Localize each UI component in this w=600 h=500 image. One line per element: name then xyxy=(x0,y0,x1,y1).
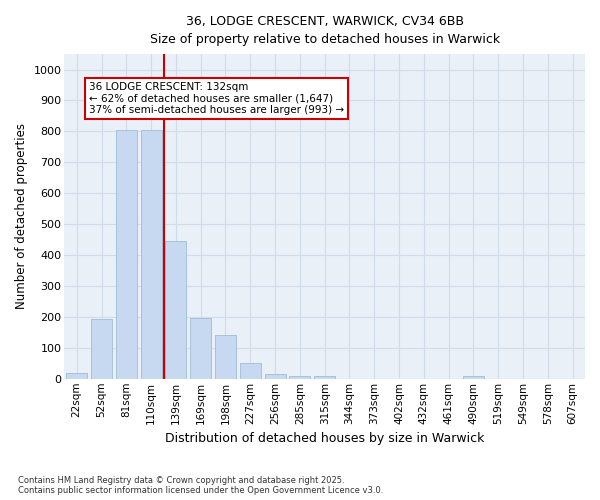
Bar xyxy=(91,319,112,379)
Bar xyxy=(240,364,261,379)
X-axis label: Distribution of detached houses by size in Warwick: Distribution of detached houses by size … xyxy=(165,432,484,445)
Bar xyxy=(116,130,137,379)
Bar xyxy=(66,373,87,379)
Bar xyxy=(289,376,310,379)
Bar xyxy=(463,376,484,379)
Bar xyxy=(140,130,161,379)
Y-axis label: Number of detached properties: Number of detached properties xyxy=(15,124,28,310)
Title: 36, LODGE CRESCENT, WARWICK, CV34 6BB
Size of property relative to detached hous: 36, LODGE CRESCENT, WARWICK, CV34 6BB Si… xyxy=(149,15,500,46)
Bar xyxy=(215,336,236,379)
Bar xyxy=(190,318,211,379)
Bar xyxy=(314,376,335,379)
Bar xyxy=(265,374,286,379)
Bar xyxy=(166,240,187,379)
Text: Contains HM Land Registry data © Crown copyright and database right 2025.
Contai: Contains HM Land Registry data © Crown c… xyxy=(18,476,383,495)
Text: 36 LODGE CRESCENT: 132sqm
← 62% of detached houses are smaller (1,647)
37% of se: 36 LODGE CRESCENT: 132sqm ← 62% of detac… xyxy=(89,82,344,115)
